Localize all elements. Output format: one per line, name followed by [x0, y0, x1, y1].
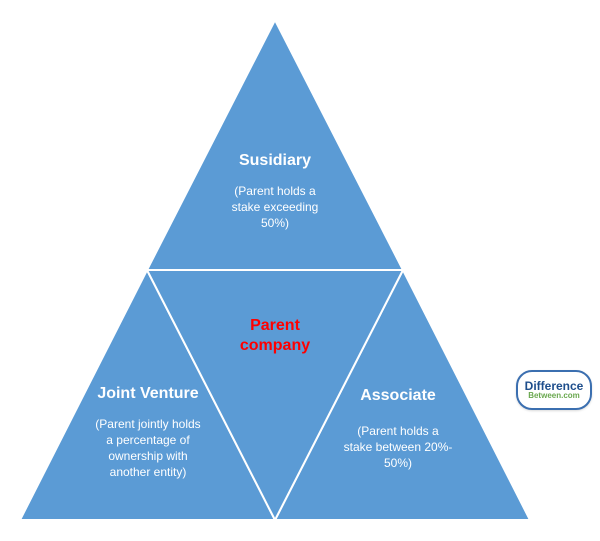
left-desc-line-2: ownership with: [108, 449, 187, 463]
top-desc-line-2: 50%): [261, 216, 289, 230]
top-desc-line-1: stake exceeding: [232, 200, 319, 214]
center-title-line-0: Parent: [250, 317, 300, 334]
top-title: Susidiary: [239, 152, 311, 169]
center-title-line-1: company: [240, 337, 310, 354]
left-title: Joint Venture: [97, 385, 198, 402]
top-desc-line-0: (Parent holds a: [234, 184, 316, 198]
logo-bottom-text: Between.com: [528, 392, 580, 400]
source-logo: Difference Between.com: [516, 370, 592, 410]
left-desc-line-3: another entity): [110, 465, 187, 479]
right-desc-line-2: 50%): [384, 456, 412, 470]
right-desc-line-1: stake between 20%-: [344, 440, 453, 454]
right-title: Associate: [360, 387, 436, 404]
triangle-top: [147, 20, 403, 270]
triangle-diagram: Susidiary (Parent holds a stake exceeding 5…: [0, 0, 600, 541]
right-desc-line-0: (Parent holds a: [357, 424, 439, 438]
left-desc-line-1: a percentage of: [106, 433, 190, 447]
diagram-canvas: Susidiary (Parent holds a stake exceeding 5…: [0, 0, 600, 541]
left-desc-line-0: (Parent jointly holds: [95, 417, 200, 431]
